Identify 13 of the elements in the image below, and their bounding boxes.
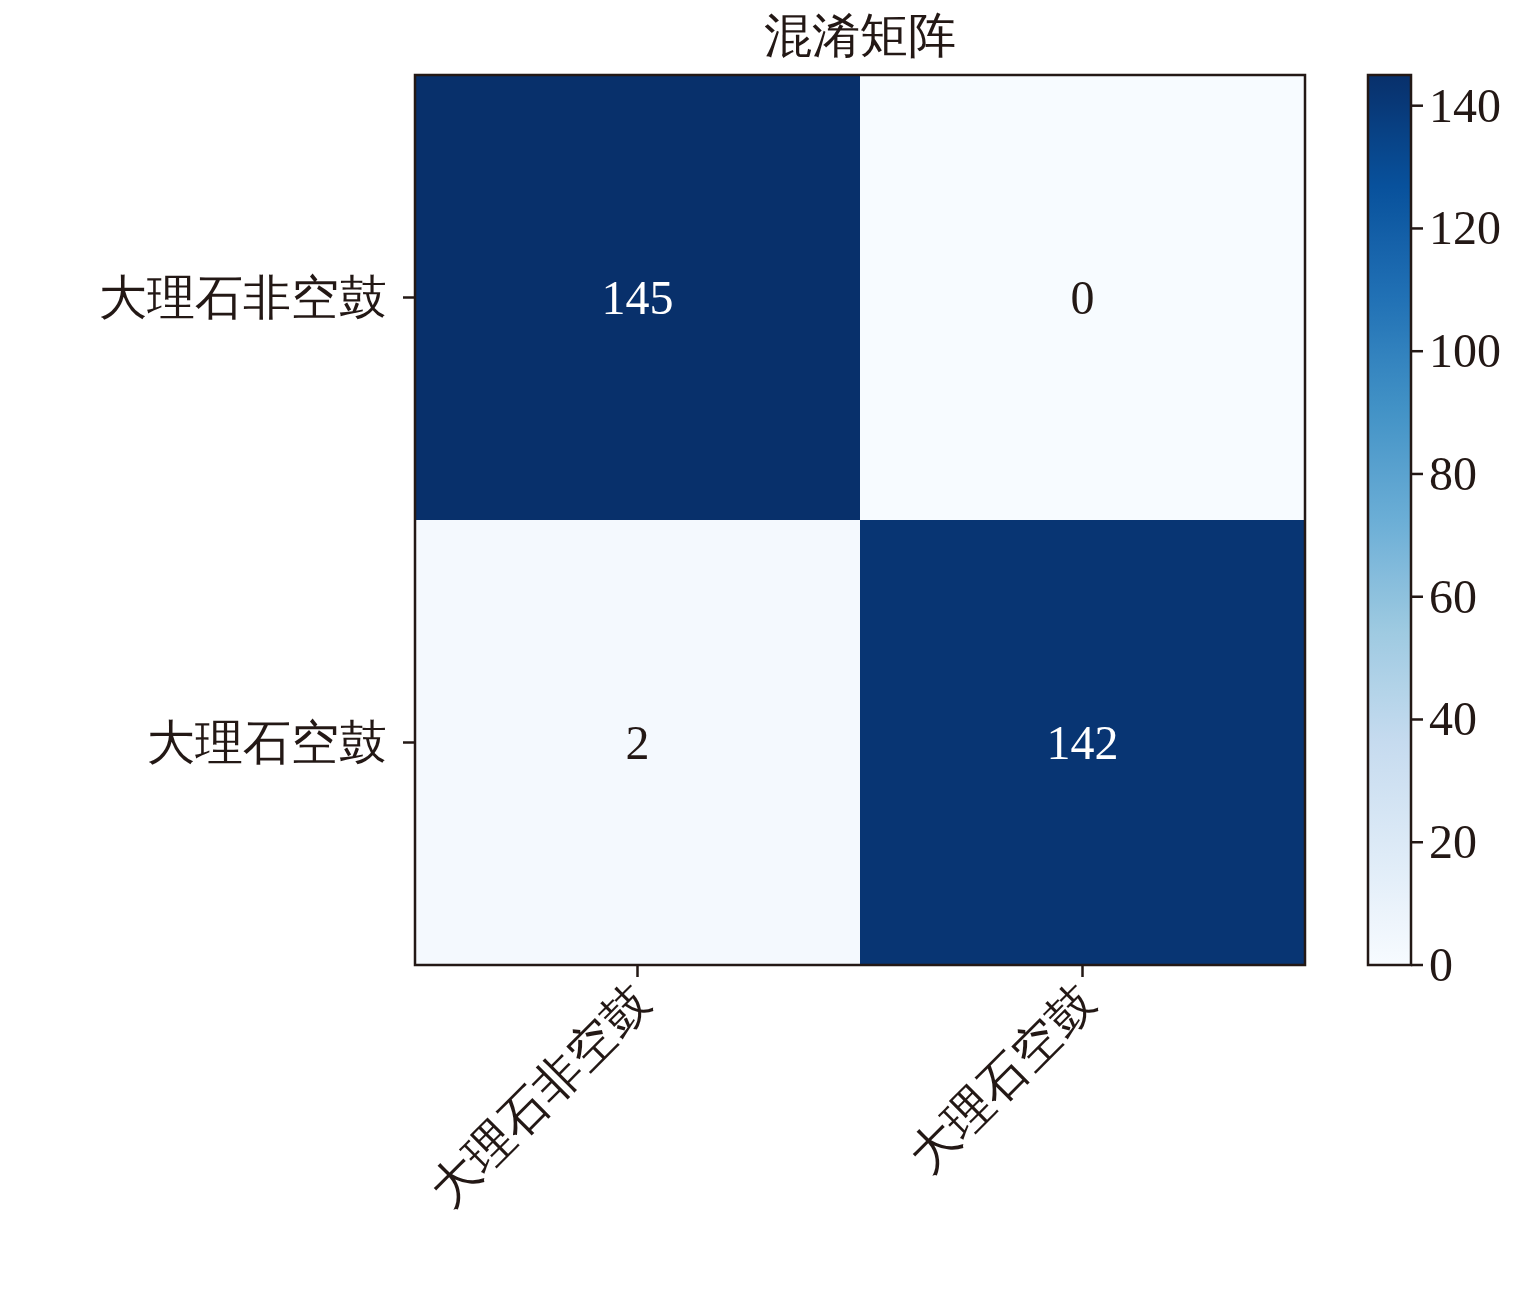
color-bar-label: 60 bbox=[1429, 569, 1477, 623]
color-bar-label: 140 bbox=[1429, 78, 1501, 132]
color-bar-label: 100 bbox=[1429, 324, 1501, 378]
data-label: 145 bbox=[601, 270, 674, 324]
color-bar-label: 0 bbox=[1429, 938, 1453, 991]
color-bar-label: 80 bbox=[1429, 446, 1477, 500]
color-bar-label: 40 bbox=[1429, 692, 1477, 746]
color-bar-label: 20 bbox=[1429, 815, 1477, 869]
data-label: 142 bbox=[1046, 715, 1119, 769]
data-label: 0 bbox=[1070, 270, 1095, 324]
data-label: 2 bbox=[625, 715, 650, 769]
chart-title: 混淆矩阵 bbox=[764, 9, 956, 62]
color-bar-label: 120 bbox=[1429, 201, 1501, 255]
